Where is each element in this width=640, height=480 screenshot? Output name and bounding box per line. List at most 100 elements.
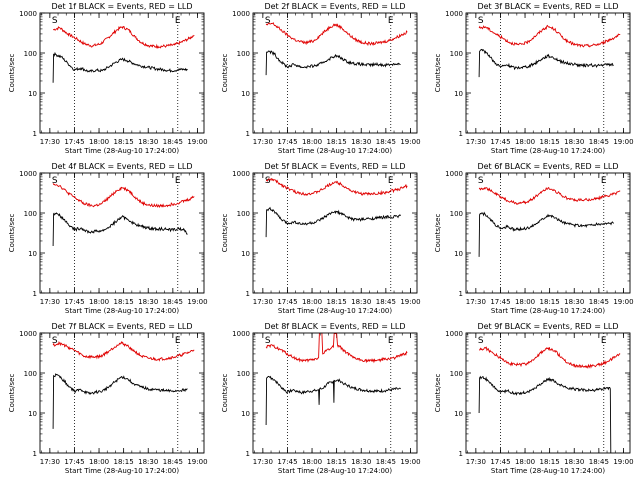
- y-tick-label: 1000: [232, 330, 250, 338]
- marker-e: E: [388, 16, 394, 26]
- y-tick-label: 1: [33, 450, 37, 458]
- x-tick-label: 18:30: [564, 138, 584, 146]
- x-tick-label: 19:00: [613, 138, 633, 146]
- y-tick-label: 10: [241, 250, 250, 258]
- y-tick-label: 1000: [445, 10, 463, 18]
- y-tick-label: 1: [33, 130, 37, 138]
- y-tick-label: 1000: [19, 170, 37, 178]
- chart-title: Det 3f BLACK = Events, RED = LLD: [477, 2, 618, 11]
- x-tick-label: 18:00: [89, 458, 109, 466]
- y-tick-label: 100: [450, 50, 463, 58]
- x-tick-label: 18:30: [351, 298, 371, 306]
- y-tick-label: 1: [459, 290, 463, 298]
- chart-title: Det 5f BLACK = Events, RED = LLD: [264, 162, 405, 171]
- series-line-events: [52, 212, 188, 247]
- x-axis-label: Start Time (28-Aug-10 17:24:00): [65, 467, 179, 475]
- x-axis-label: Start Time (28-Aug-10 17:24:00): [491, 467, 605, 475]
- x-tick-label: 18:45: [163, 138, 183, 146]
- series-line-lld: [265, 22, 408, 47]
- x-tick-label: 17:45: [64, 298, 84, 306]
- series-line-events: [52, 51, 188, 83]
- y-tick-label: 100: [237, 50, 250, 58]
- x-tick-label: 19:00: [400, 458, 420, 466]
- marker-s: S: [265, 16, 271, 26]
- series-line-events: [478, 211, 614, 257]
- marker-e: E: [175, 176, 181, 186]
- y-tick-label: 1: [246, 290, 250, 298]
- marker-s: S: [52, 176, 58, 186]
- x-tick-label: 18:00: [515, 458, 535, 466]
- x-tick-label: 18:00: [515, 138, 535, 146]
- y-tick-label: 10: [454, 410, 463, 418]
- plot-frame: [252, 12, 418, 134]
- plot-frame: [465, 12, 631, 134]
- y-tick-label: 100: [237, 210, 250, 218]
- chart-panel-9: Det 9f BLACK = Events, RED = LLD 1 10 100 10…: [434, 322, 634, 475]
- x-tick-label: 18:45: [376, 138, 396, 146]
- series-line-lld: [266, 178, 408, 197]
- y-tick-label: 100: [450, 370, 463, 378]
- y-tick-label: 1000: [445, 330, 463, 338]
- x-tick-label: 17:30: [253, 138, 273, 146]
- x-tick-label: 17:45: [277, 458, 297, 466]
- y-tick-label: 100: [24, 210, 37, 218]
- x-tick-label: 19:00: [613, 458, 633, 466]
- plot-frame: [39, 332, 205, 454]
- chart-title: Det 7f BLACK = Events, RED = LLD: [51, 322, 192, 331]
- x-axis-label: Start Time (28-Aug-10 17:24:00): [278, 467, 392, 475]
- marker-s: S: [265, 176, 271, 186]
- x-tick-label: 18:45: [589, 458, 609, 466]
- chart-panel-2: Det 2f BLACK = Events, RED = LLD 1 10 100 10…: [221, 2, 421, 155]
- chart-panel-4: Det 4f BLACK = Events, RED = LLD 1 10 100 10…: [8, 162, 208, 315]
- y-tick-label: 100: [237, 370, 250, 378]
- x-tick-label: 17:45: [277, 138, 297, 146]
- plot-frame: [465, 332, 631, 454]
- x-tick-label: 18:15: [327, 458, 347, 466]
- y-axis-label: Counts/sec: [221, 374, 229, 413]
- marker-s: S: [478, 176, 484, 186]
- x-tick-label: 17:30: [466, 298, 486, 306]
- x-tick-label: 17:30: [466, 138, 486, 146]
- y-tick-label: 100: [24, 50, 37, 58]
- x-tick-label: 18:15: [327, 298, 347, 306]
- series-line-lld: [478, 346, 621, 369]
- x-axis-label: Start Time (28-Aug-10 17:24:00): [278, 307, 392, 315]
- x-tick-label: 18:30: [564, 458, 584, 466]
- x-tick-label: 19:00: [400, 298, 420, 306]
- x-tick-label: 17:30: [40, 298, 60, 306]
- x-tick-label: 18:30: [138, 298, 158, 306]
- x-axis-label: Start Time (28-Aug-10 17:24:00): [491, 147, 605, 155]
- x-tick-label: 18:00: [89, 138, 109, 146]
- x-tick-label: 18:00: [302, 138, 322, 146]
- y-tick-label: 1: [459, 130, 463, 138]
- chart-title: Det 4f BLACK = Events, RED = LLD: [51, 162, 192, 171]
- x-tick-label: 17:45: [64, 458, 84, 466]
- x-tick-label: 19:00: [187, 458, 207, 466]
- marker-e: E: [601, 16, 607, 26]
- x-axis-label: Start Time (28-Aug-10 17:24:00): [65, 307, 179, 315]
- y-axis-label: Counts/sec: [8, 374, 16, 413]
- x-tick-label: 18:45: [376, 458, 396, 466]
- marker-e: E: [601, 336, 607, 346]
- series-line-events: [265, 50, 401, 76]
- y-tick-label: 100: [24, 370, 37, 378]
- x-tick-label: 19:00: [187, 138, 207, 146]
- y-axis-label: Counts/sec: [221, 54, 229, 93]
- series-line-events: [478, 48, 614, 78]
- x-tick-label: 17:45: [490, 298, 510, 306]
- x-tick-label: 18:45: [163, 298, 183, 306]
- x-tick-label: 18:15: [540, 138, 560, 146]
- chart-panel-8: Det 8f BLACK = Events, RED = LLD 1 10 100 10…: [221, 322, 421, 475]
- x-tick-label: 18:30: [138, 138, 158, 146]
- chart-panel-1: Det 1f BLACK = Events, RED = LLD 1 10 100 10…: [8, 2, 208, 155]
- y-tick-label: 1000: [232, 170, 250, 178]
- marker-e: E: [601, 176, 607, 186]
- x-tick-label: 17:45: [490, 138, 510, 146]
- x-tick-label: 18:30: [138, 458, 158, 466]
- x-tick-label: 18:15: [327, 138, 347, 146]
- x-tick-label: 17:30: [253, 458, 273, 466]
- y-tick-label: 100: [450, 210, 463, 218]
- plot-frame: [39, 12, 205, 134]
- x-tick-label: 18:15: [114, 298, 134, 306]
- y-tick-label: 10: [28, 90, 37, 98]
